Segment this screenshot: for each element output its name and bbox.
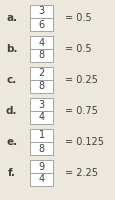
Text: 8: 8 [38,143,44,154]
Bar [30,142,53,155]
Text: 9: 9 [38,162,44,171]
Text: e.: e. [6,137,17,147]
Text: 4: 4 [38,112,44,122]
Text: = 0.25: = 0.25 [64,75,97,85]
Bar [30,5,53,18]
Text: 4: 4 [38,174,44,184]
Text: = 0.125: = 0.125 [64,137,103,147]
Bar [30,173,53,186]
Text: 3: 3 [38,6,44,17]
Text: d.: d. [6,106,17,116]
Text: 8: 8 [38,50,44,60]
Text: c.: c. [6,75,17,85]
Bar [30,129,53,142]
Text: a.: a. [6,13,17,23]
Text: b.: b. [6,44,17,54]
Bar [30,80,53,93]
Text: = 0.5: = 0.5 [64,13,91,23]
Bar [30,98,53,111]
Text: = 0.5: = 0.5 [64,44,91,54]
Bar [30,18,53,31]
Bar [30,49,53,62]
Bar [30,36,53,49]
Text: 3: 3 [38,99,44,110]
Bar [30,111,53,124]
Bar [30,67,53,80]
Text: 8: 8 [38,81,44,91]
Text: 4: 4 [38,38,44,47]
Text: 2: 2 [38,68,45,78]
Text: 6: 6 [38,20,44,29]
Text: 1: 1 [38,130,44,140]
Text: f.: f. [8,168,15,178]
Text: = 2.25: = 2.25 [64,168,97,178]
Bar [30,160,53,173]
Text: = 0.75: = 0.75 [64,106,97,116]
